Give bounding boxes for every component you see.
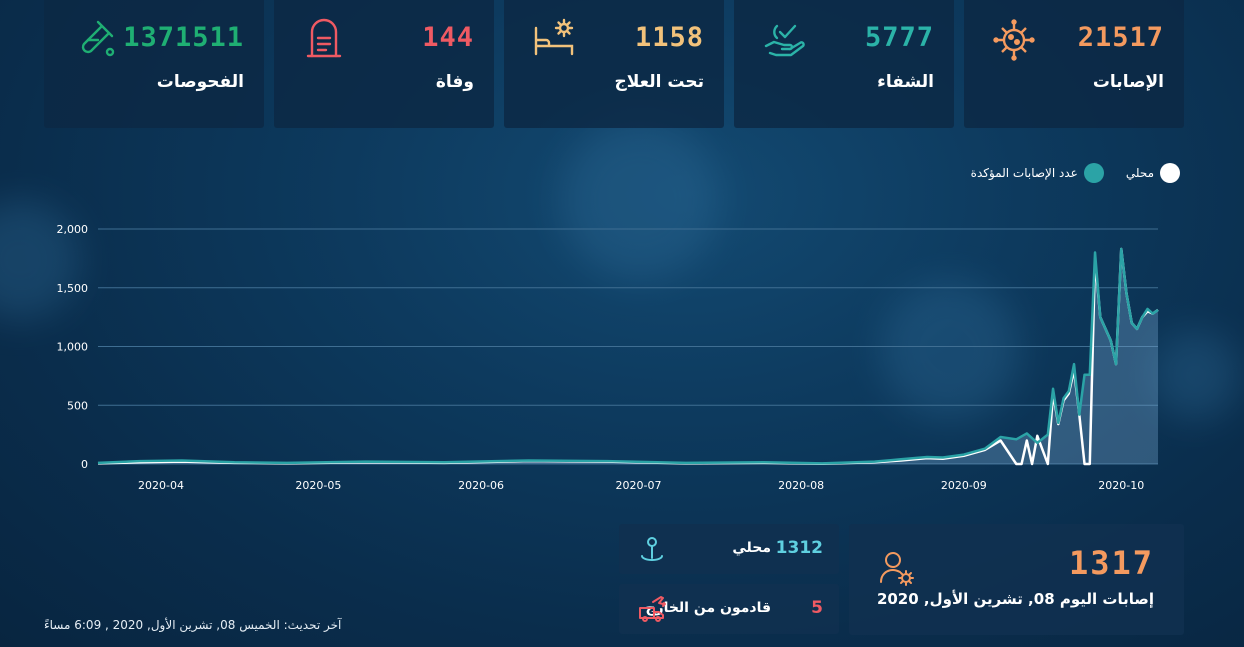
y-tick-label: 2,000 — [57, 223, 89, 236]
x-tick-label: 2020-04 — [138, 479, 184, 492]
y-tick-label: 0 — [81, 458, 88, 471]
background-virus-blob — [1150, 330, 1240, 420]
under-treatment-label: تحت العلاج — [614, 72, 704, 92]
under-treatment-value: 1158 — [634, 22, 704, 53]
y-tick-label: 1,500 — [57, 282, 89, 295]
legend-item-confirmed[interactable]: عدد الإصابات المؤكدة — [971, 163, 1104, 183]
cases-value: 21517 — [1077, 22, 1164, 53]
map-pin-icon — [641, 537, 663, 562]
tests-value: 1371511 — [123, 22, 244, 53]
legend-item-local[interactable]: محلي — [1126, 163, 1180, 183]
series-line-local — [97, 247, 1159, 466]
card-deaths: 144 وفاة — [274, 0, 494, 128]
test-tube-icon — [81, 20, 115, 57]
abroad-cases-box: 5 قادمون من الخارج — [619, 584, 839, 634]
card-under-treatment: 1158 تحت العلاج — [504, 0, 724, 128]
background-virus-blob — [880, 280, 1020, 420]
y-tick-label: 500 — [67, 399, 88, 412]
background-virus-blob — [560, 120, 720, 280]
x-tick-label: 2020-06 — [458, 479, 504, 492]
last-updated-text: آخر تحديث: الخميس 08, تشرين الأول, 2020 … — [44, 618, 342, 632]
card-cases: 21517 الإصابات — [964, 0, 1184, 128]
legend-confirmed-label: عدد الإصابات المؤكدة — [970, 166, 1078, 180]
recovered-value: 5777 — [864, 22, 934, 53]
legend-local-swatch — [1160, 163, 1180, 183]
tests-label: الفحوصات — [156, 72, 244, 92]
cases-label: الإصابات — [1092, 72, 1164, 92]
cases-line-chart: 0 500 1,000 1,500 2,000 2020-04 2020-05 2020-06… — [57, 223, 1159, 492]
series-line-confirmed — [97, 247, 1159, 465]
care-hand-icon — [764, 24, 805, 57]
deaths-value: 144 — [422, 22, 474, 53]
y-tick-label: 1,000 — [57, 341, 89, 354]
abroad-cases-value: 5 — [811, 598, 823, 618]
confirmed-area — [98, 248, 1158, 464]
local-cases-value: 1312 — [775, 538, 823, 558]
today-cases-box: 1317 إصابات اليوم 08, تشرين الأول, 2020 — [849, 524, 1184, 635]
airplane-truck-icon — [639, 596, 666, 622]
abroad-cases-label: قادمون من الخارج — [645, 600, 771, 616]
deaths-label: وفاة — [435, 72, 474, 92]
virus-icon — [993, 19, 1035, 61]
tombstone-icon — [306, 18, 342, 58]
user-gear-icon — [880, 552, 914, 586]
today-cases-value: 1317 — [1068, 544, 1154, 582]
local-cases-box: 1312 محلي — [619, 524, 839, 574]
x-tick-label: 2020-10 — [1098, 479, 1144, 492]
legend-confirmed-swatch — [1083, 163, 1104, 183]
x-tick-label: 2020-08 — [778, 479, 824, 492]
x-tick-label: 2020-07 — [616, 479, 662, 492]
chart-legend: محلي عدد الإصابات المؤكدة — [957, 163, 1180, 183]
recovered-label: الشفاء — [877, 72, 934, 92]
x-tick-label: 2020-05 — [295, 479, 341, 492]
card-tests: 1371511 الفحوصات — [44, 0, 264, 128]
card-recovered: 5777 الشفاء — [734, 0, 954, 128]
today-cases-label: إصابات اليوم 08, تشرين الأول, 2020 — [876, 590, 1154, 608]
hospital-bed-icon — [534, 18, 574, 56]
local-cases-label: محلي — [732, 540, 771, 556]
x-tick-label: 2020-09 — [941, 479, 987, 492]
legend-local-label: محلي — [1125, 166, 1154, 180]
